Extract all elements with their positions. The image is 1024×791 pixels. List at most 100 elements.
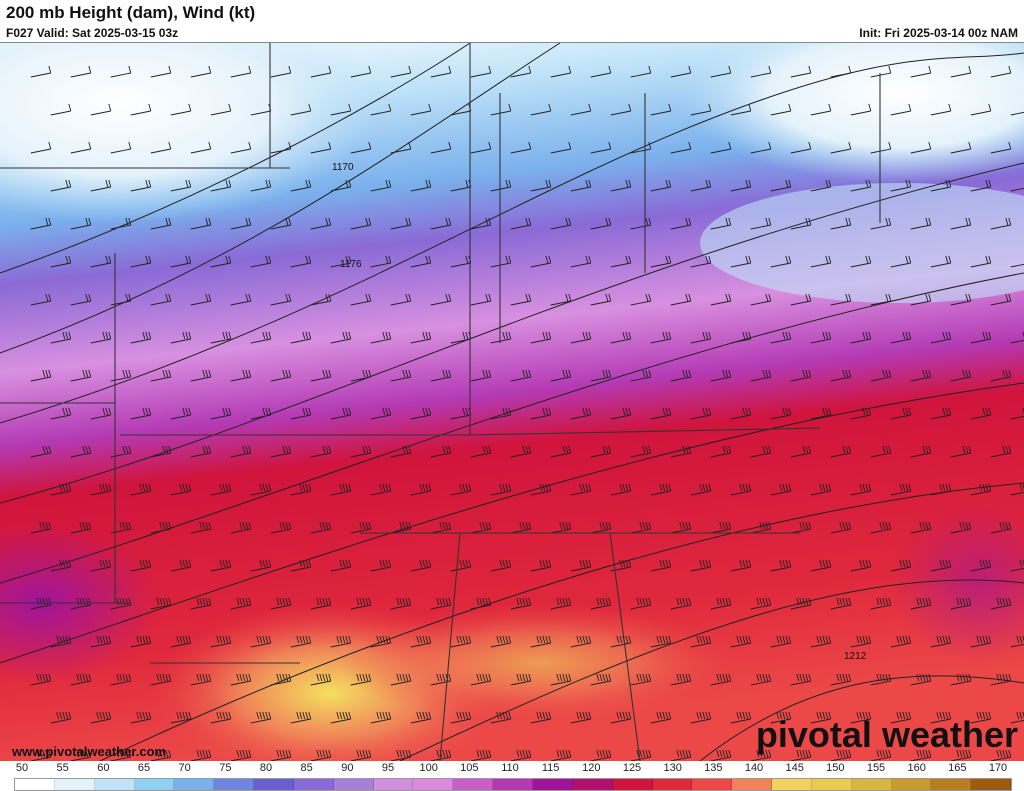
colorbar-swatch	[772, 779, 812, 790]
wind-barb	[350, 293, 372, 306]
wind-barb	[970, 407, 992, 420]
wind-barbs	[30, 65, 1024, 762]
brand-logo: pivotal weather	[755, 714, 1018, 755]
wind-barb	[170, 407, 192, 420]
colorbar-label: 110	[501, 762, 519, 774]
wind-barb	[790, 521, 812, 534]
wind-barb	[890, 559, 912, 572]
wind-barb	[710, 293, 732, 306]
wind-barb	[630, 673, 652, 686]
wind-barb	[910, 521, 932, 534]
wind-barb	[270, 65, 292, 78]
wind-barb	[690, 331, 712, 344]
wind-barb	[510, 445, 532, 458]
colorbar-swatch	[15, 779, 55, 790]
colorbar-label: 115	[541, 762, 560, 774]
wind-barb	[670, 141, 692, 154]
wind-barb	[390, 521, 412, 534]
wind-barb	[110, 65, 132, 78]
colorbar-label: 95	[381, 762, 395, 774]
wind-barb	[530, 559, 552, 572]
wind-barb	[590, 369, 612, 382]
wind-barb	[270, 597, 292, 610]
wind-barb	[910, 141, 932, 154]
wind-barb	[570, 331, 592, 344]
wind-barb	[250, 407, 272, 420]
wind-barb	[210, 635, 232, 648]
wind-barb	[250, 179, 272, 192]
wind-barb	[470, 749, 492, 762]
wind-barb	[70, 141, 92, 154]
wind-barb	[550, 597, 572, 610]
wind-barb	[910, 65, 932, 78]
colorbar-label: 155	[866, 762, 886, 774]
wind-barb	[190, 521, 212, 534]
wind-barb	[110, 369, 132, 382]
wind-barb	[790, 293, 812, 306]
wind-barb	[650, 255, 672, 268]
wind-barb	[130, 179, 152, 192]
wind-barb	[790, 141, 812, 154]
wind-barb	[290, 407, 312, 420]
wind-barb	[850, 559, 872, 572]
wind-barb	[310, 65, 332, 78]
wind-barb	[490, 711, 512, 724]
wind-barb	[310, 141, 332, 154]
colorbar-label: 150	[826, 762, 845, 774]
wind-barb	[450, 711, 472, 724]
wind-barb	[90, 331, 112, 344]
wind-barb	[350, 597, 372, 610]
wind-barb	[650, 331, 672, 344]
colorbar-labels: 50 55 60 65 70 75 80 85 90 95 100 105 110 115 120 125 13…	[0, 762, 1024, 776]
wind-barb	[350, 65, 372, 78]
wind-barb	[710, 141, 732, 154]
wind-barb	[230, 141, 252, 154]
wind-barb	[990, 521, 1012, 534]
wind-barb	[890, 407, 912, 420]
wind-barb	[130, 407, 152, 420]
wind-barb	[990, 597, 1012, 610]
wind-barb	[670, 749, 692, 762]
wind-barb	[410, 103, 432, 116]
wind-barb	[950, 141, 972, 154]
wind-barb	[210, 407, 232, 420]
wind-barb	[670, 217, 692, 230]
valid-time: F027 Valid: Sat 2025-03-15 03z	[6, 26, 179, 40]
wind-barb	[690, 255, 712, 268]
wind-barb	[830, 749, 852, 762]
wind-barb	[490, 635, 512, 648]
wind-barb	[890, 179, 912, 192]
wind-barb	[810, 179, 832, 192]
wind-barb	[450, 635, 472, 648]
contour-label: 1170	[332, 162, 354, 173]
wind-barb	[250, 635, 272, 648]
height-contours	[0, 42, 1024, 762]
wind-barb	[430, 65, 452, 78]
wind-barb	[610, 711, 632, 724]
wind-barb	[130, 711, 152, 724]
wind-barb	[570, 179, 592, 192]
wind-barb	[810, 331, 832, 344]
wind-barb	[230, 445, 252, 458]
wind-barb	[710, 597, 732, 610]
wind-barb	[630, 749, 652, 762]
wind-barb	[310, 217, 332, 230]
wind-barb	[210, 179, 232, 192]
wind-barb	[110, 521, 132, 534]
wind-barb	[770, 255, 792, 268]
wind-barb	[210, 711, 232, 724]
wind-barb	[30, 293, 52, 306]
wind-barb	[750, 293, 772, 306]
wind-barb	[630, 293, 652, 306]
wind-barb	[570, 255, 592, 268]
wind-barb	[470, 141, 492, 154]
wind-barb	[830, 217, 852, 230]
colorbar-swatch	[572, 779, 613, 790]
wind-barb	[590, 141, 612, 154]
wind-barb	[690, 711, 712, 724]
wind-barb	[370, 331, 392, 344]
wind-barb	[530, 635, 552, 648]
wind-barb	[1010, 331, 1024, 344]
wind-barb	[850, 331, 872, 344]
